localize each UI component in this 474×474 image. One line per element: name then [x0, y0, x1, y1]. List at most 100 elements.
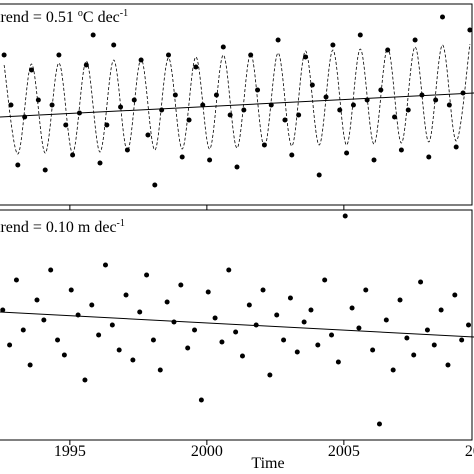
point [385, 47, 391, 53]
x-tick-label: 2010 [465, 443, 474, 460]
point [439, 14, 445, 20]
point [378, 87, 384, 93]
point [164, 299, 170, 305]
point [42, 167, 48, 173]
point [363, 287, 369, 293]
seasonal-fit [3, 43, 471, 155]
point [302, 54, 308, 60]
trend-annotation: trend = 0.51 oC dec-1 [0, 8, 128, 26]
point [35, 97, 41, 103]
point [178, 282, 184, 288]
point [301, 319, 307, 325]
point [102, 262, 108, 268]
point [34, 297, 40, 303]
point [124, 147, 130, 153]
point [392, 114, 398, 120]
point [70, 152, 76, 158]
point [29, 67, 35, 73]
point [138, 57, 144, 63]
point [282, 117, 288, 123]
point [371, 157, 377, 163]
point [268, 102, 274, 108]
point [342, 213, 348, 219]
point [130, 357, 136, 363]
point [68, 287, 74, 293]
point [159, 107, 165, 113]
point [376, 421, 382, 427]
point [404, 335, 410, 341]
point [438, 307, 444, 313]
point [131, 97, 137, 103]
point [275, 37, 281, 43]
point [253, 322, 259, 328]
point [227, 112, 233, 118]
point [1, 52, 7, 58]
point [248, 52, 254, 58]
point [49, 102, 55, 108]
point [364, 97, 370, 103]
point [383, 317, 389, 323]
point [7, 342, 13, 348]
point [123, 292, 129, 298]
point [207, 157, 213, 163]
point [212, 315, 218, 321]
point [166, 52, 172, 58]
point [452, 292, 458, 298]
point [118, 104, 124, 110]
point [193, 64, 199, 70]
point [48, 267, 54, 273]
point [274, 312, 280, 318]
point [15, 162, 21, 168]
point [186, 117, 192, 123]
point [219, 339, 225, 345]
trend-line [0, 92, 474, 118]
point [337, 107, 343, 113]
point [226, 267, 232, 273]
point [150, 337, 156, 343]
annotation-part: C dec [83, 9, 120, 26]
point [213, 92, 219, 98]
point [89, 302, 95, 308]
point [322, 277, 328, 283]
point [330, 42, 336, 48]
point [289, 152, 295, 158]
point [267, 372, 273, 378]
point [323, 94, 329, 100]
point [63, 122, 69, 128]
point [137, 309, 143, 315]
point [459, 337, 465, 343]
point [424, 327, 430, 333]
annotation-part: trend = 0.51 [0, 9, 78, 26]
point [90, 32, 96, 38]
point [329, 332, 335, 338]
point [220, 44, 226, 50]
point [411, 352, 417, 358]
point [419, 92, 425, 98]
point [20, 327, 26, 333]
point [145, 132, 151, 138]
point [82, 377, 88, 383]
point [192, 327, 198, 333]
point [418, 279, 424, 285]
point [8, 102, 14, 108]
point [370, 347, 376, 353]
point [397, 297, 403, 303]
point [56, 52, 62, 58]
point [460, 90, 466, 96]
point [234, 164, 240, 170]
point [76, 110, 82, 116]
x-tick-label: 2000 [191, 443, 223, 460]
point [315, 342, 321, 348]
point [104, 122, 110, 128]
point [13, 277, 19, 283]
point [287, 295, 293, 301]
point [205, 289, 211, 295]
point [335, 359, 341, 365]
point [185, 345, 191, 351]
annotation-part: trend = 0.10 m dec [0, 219, 117, 236]
point [83, 62, 89, 68]
point [75, 312, 81, 318]
point [390, 367, 396, 373]
point [172, 92, 178, 98]
